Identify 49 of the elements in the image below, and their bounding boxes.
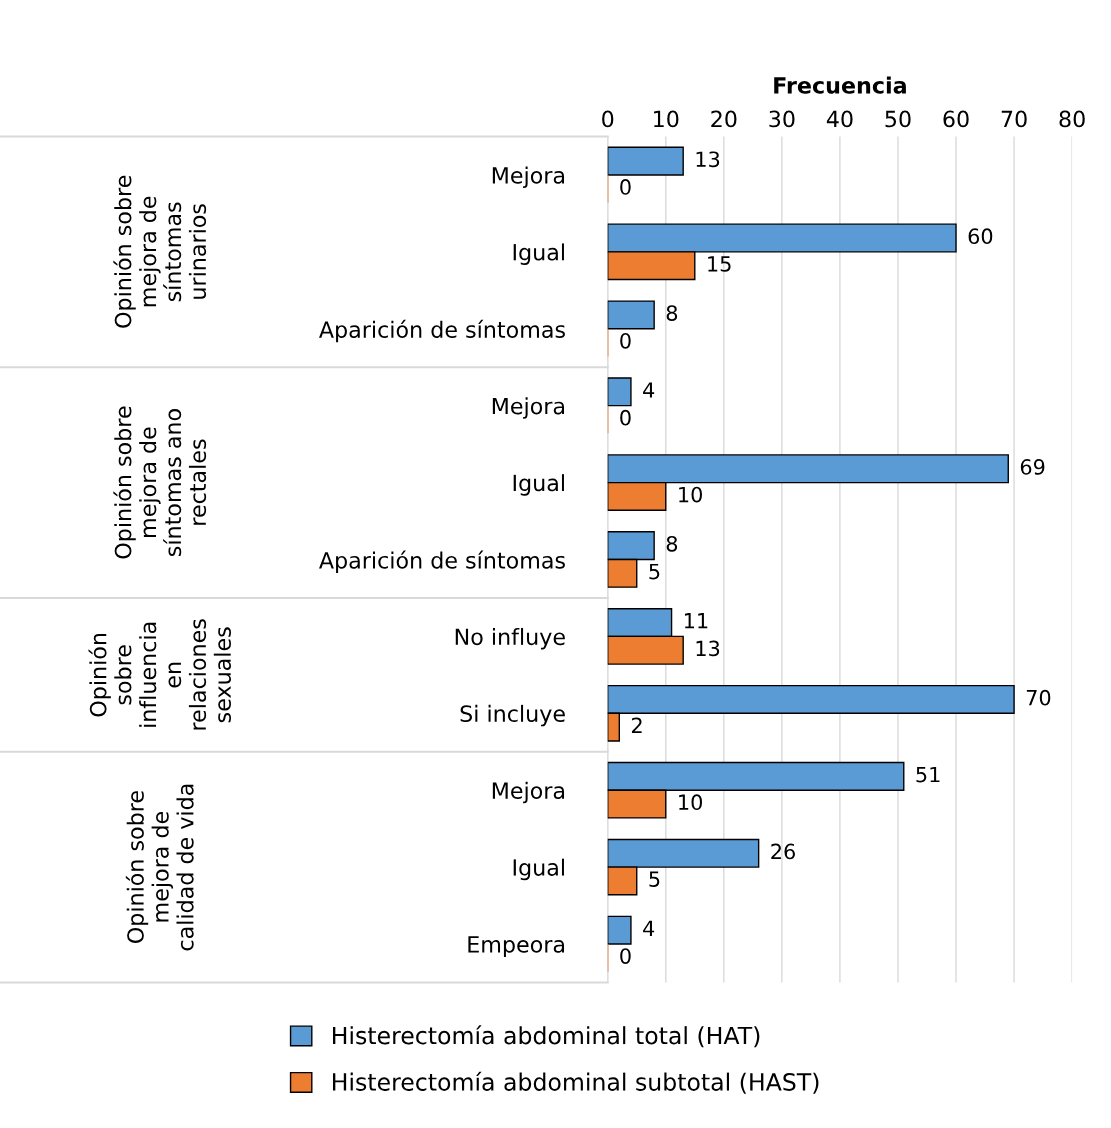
data-label: 0 bbox=[620, 179, 631, 195]
x-tick-label: 60 bbox=[943, 110, 969, 128]
data-label: 11 bbox=[684, 613, 708, 629]
y-tick-label: Aparición de síntomas bbox=[319, 550, 565, 573]
x-tick-label: 40 bbox=[826, 110, 853, 128]
data-label: 69 bbox=[1020, 459, 1045, 475]
x-tick-label: 30 bbox=[769, 110, 795, 128]
y-tick-label: Igual bbox=[513, 474, 564, 496]
y-tick-label: Empeora bbox=[468, 936, 565, 958]
legend-label: Histerectomía abdominal subtotal (HAST) bbox=[333, 1071, 819, 1094]
data-label: 0 bbox=[620, 409, 631, 426]
y-tick-label: Aparición de síntomas bbox=[319, 319, 565, 343]
y-tick-label: Mejora bbox=[492, 781, 565, 804]
data-label: 0 bbox=[620, 332, 631, 349]
data-label: 2 bbox=[631, 717, 642, 733]
data-label: 26 bbox=[771, 843, 795, 860]
data-label: 10 bbox=[679, 486, 702, 503]
x-tick-label: 80 bbox=[1059, 110, 1085, 128]
data-label: 8 bbox=[666, 305, 678, 321]
text: Opinión sobre mejora de síntomas ano rectales bbox=[113, 406, 207, 559]
data-label: 15 bbox=[708, 256, 731, 272]
data-label: 5 bbox=[649, 871, 660, 888]
text: Opinión sobre influencia en relaciones sexuales bbox=[88, 619, 231, 730]
data-label: 8 bbox=[666, 535, 678, 552]
text: Opinión sobre mejora de calidad de vida bbox=[125, 784, 194, 951]
data-label: 4 bbox=[643, 382, 655, 398]
y-tick-label: Mejora bbox=[492, 166, 565, 189]
data-label: 13 bbox=[696, 640, 720, 657]
data-label: 4 bbox=[643, 920, 655, 936]
x-tick-label: 70 bbox=[1001, 110, 1027, 128]
x-tick-label: 20 bbox=[711, 110, 737, 128]
x-axis-title: Frecuencia bbox=[774, 76, 906, 94]
y-tick-label: Si incluye bbox=[460, 704, 565, 727]
y-tick-label: No influye bbox=[455, 627, 565, 650]
y-tick-label: Igual bbox=[513, 243, 564, 265]
data-label: 5 bbox=[649, 563, 660, 580]
x-tick-label: 10 bbox=[654, 110, 679, 128]
data-label: 13 bbox=[696, 151, 720, 168]
x-tick-label: 50 bbox=[885, 110, 911, 128]
x-tick-label: 0 bbox=[602, 110, 614, 128]
data-label: 51 bbox=[916, 766, 940, 783]
data-label: 70 bbox=[1026, 689, 1051, 706]
data-label: 10 bbox=[679, 794, 702, 811]
data-label: 0 bbox=[620, 948, 631, 964]
y-tick-label: Mejora bbox=[492, 397, 565, 419]
data-label: 60 bbox=[968, 228, 993, 245]
y-tick-label: Igual bbox=[513, 858, 564, 881]
legend-label: Histerectomía abdominal total (HAT) bbox=[333, 1025, 760, 1048]
text: Opinión sobre mejora de síntomas urinarios bbox=[113, 175, 207, 328]
